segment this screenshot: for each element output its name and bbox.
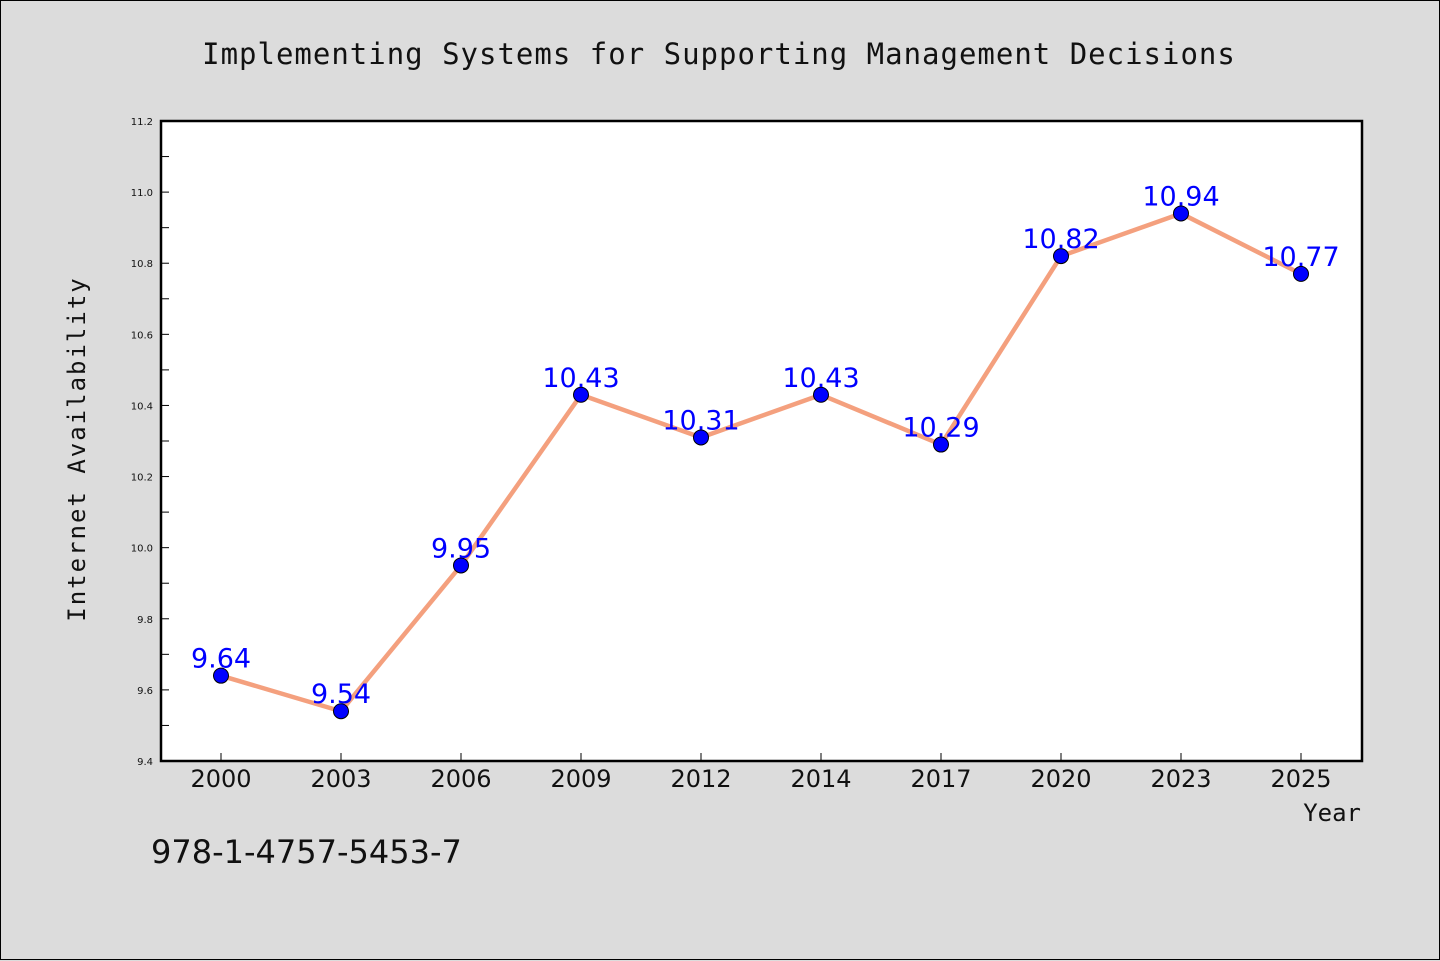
chart-title: Implementing Systems for Supporting Mana…	[202, 37, 1236, 71]
y-tick-label: 9.4	[137, 757, 153, 768]
data-point	[573, 386, 589, 403]
y-tick-label: 10.0	[131, 544, 153, 555]
y-tick-label: 9.8	[137, 615, 153, 626]
data-label: 9.95	[431, 533, 491, 564]
x-axis: 2000 2003 2006 2009 2012 2014 2017 2020 2023 2025	[190, 753, 1332, 793]
x-tick-label: 2025	[1270, 765, 1331, 793]
data-label: 10.94	[1142, 181, 1219, 212]
data-label: 10.43	[782, 363, 859, 394]
data-point	[1293, 265, 1309, 282]
data-label: 10.82	[1022, 224, 1099, 255]
y-tick-label: 11.0	[131, 188, 153, 199]
data-label: 10.43	[542, 363, 619, 394]
isbn-text: 978-1-4757-5453-7	[151, 833, 462, 871]
x-tick-label: 2020	[1030, 765, 1091, 793]
data-point	[1053, 248, 1069, 265]
data-label: 10.31	[662, 405, 739, 436]
x-tick-label: 2012	[670, 765, 731, 793]
data-point	[333, 703, 349, 720]
data-label: 9.64	[191, 644, 251, 675]
y-axis: 9.4 9.6 9.8 10.0 10.2 10.4 10.6 10.8 11.0 11.2	[131, 117, 169, 768]
y-tick-label: 11.2	[131, 117, 153, 128]
x-tick-label: 2023	[1150, 765, 1211, 793]
series-line	[218, 211, 1304, 714]
y-tick-label: 10.8	[131, 259, 153, 270]
x-tick-label: 2000	[190, 765, 251, 793]
x-tick-label: 2014	[790, 765, 851, 793]
y-tick-label: 10.6	[131, 330, 153, 341]
series-markers	[213, 205, 1309, 720]
data-labels: 9.64 9.54 9.95 10.43 10.31 10.43 10.29 10.82 10.…	[191, 181, 1340, 710]
data-point	[693, 429, 709, 446]
y-axis-label: Internet Availability	[63, 276, 91, 621]
x-tick-label: 2017	[910, 765, 971, 793]
data-point	[1173, 205, 1189, 222]
data-label: 9.54	[311, 679, 371, 710]
x-axis-label: Year	[1303, 799, 1361, 827]
x-tick-label: 2003	[310, 765, 371, 793]
data-point	[813, 386, 829, 403]
data-label: 10.77	[1262, 242, 1339, 273]
plot-area	[159, 119, 1364, 763]
data-point	[933, 436, 949, 453]
y-tick-label: 10.4	[131, 401, 153, 412]
data-label: 10.29	[902, 413, 979, 444]
y-tick-label: 10.2	[131, 473, 153, 484]
x-tick-label: 2009	[550, 765, 611, 793]
x-tick-label: 2006	[430, 765, 491, 793]
y-tick-label: 9.6	[137, 686, 153, 697]
data-point	[213, 667, 229, 684]
data-point	[453, 557, 469, 574]
